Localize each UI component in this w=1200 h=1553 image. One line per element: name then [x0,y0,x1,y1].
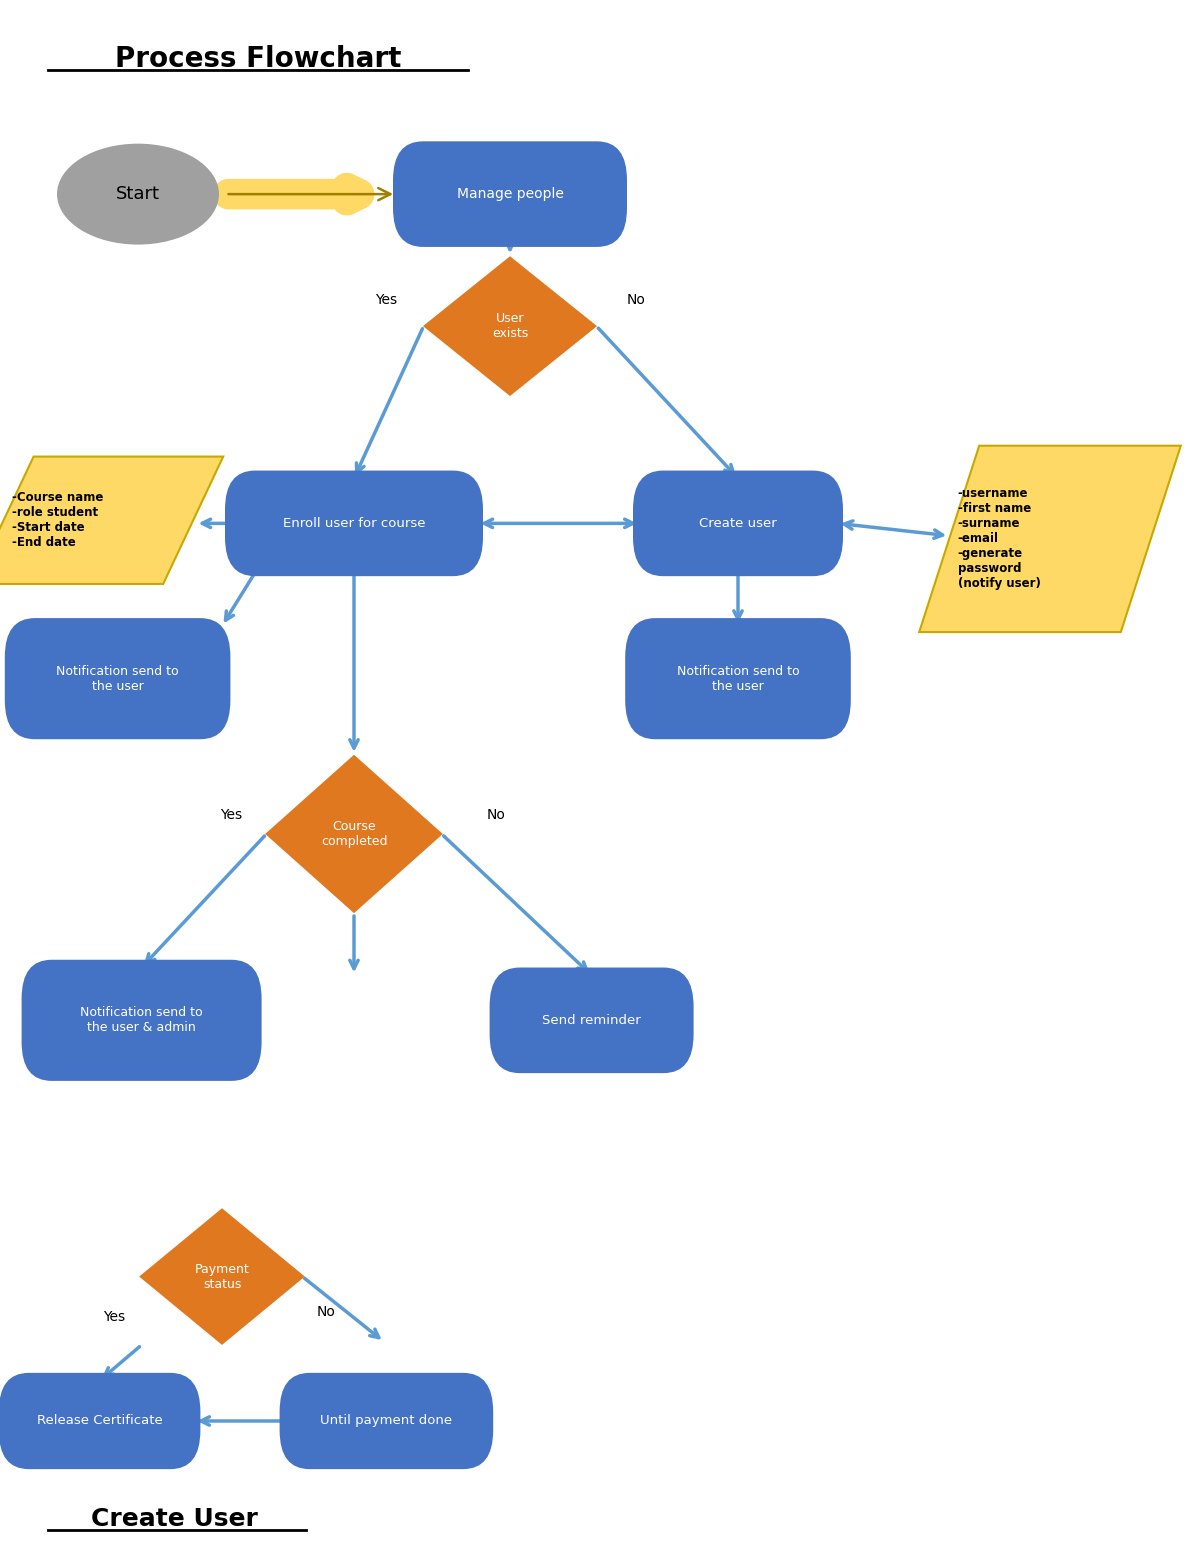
Text: User
exists: User exists [492,312,528,340]
Polygon shape [265,755,443,913]
Text: Course
completed: Course completed [320,820,388,848]
Text: No: No [486,808,505,823]
FancyBboxPatch shape [490,968,694,1073]
Text: No: No [626,292,646,307]
Polygon shape [139,1208,305,1345]
Text: Enroll user for course: Enroll user for course [283,517,425,530]
Text: Send reminder: Send reminder [542,1014,641,1027]
Text: -Course name
-role student
-Start date
-End date: -Course name -role student -Start date -… [12,491,103,550]
FancyBboxPatch shape [280,1373,493,1469]
Text: Start: Start [116,185,160,203]
Text: Process Flowchart: Process Flowchart [115,45,401,73]
Text: Notification send to
the user: Notification send to the user [56,665,179,693]
Text: Payment
status: Payment status [194,1263,250,1291]
FancyArrowPatch shape [228,188,359,200]
Ellipse shape [58,143,220,245]
Polygon shape [424,256,598,396]
FancyBboxPatch shape [226,471,482,576]
Text: Notification send to
the user: Notification send to the user [677,665,799,693]
Polygon shape [0,457,223,584]
Text: Release Certificate: Release Certificate [37,1415,162,1427]
FancyBboxPatch shape [22,960,262,1081]
Text: Create User: Create User [90,1506,258,1531]
Text: Manage people: Manage people [456,186,564,202]
FancyBboxPatch shape [625,618,851,739]
Text: Yes: Yes [103,1309,125,1325]
Text: No: No [317,1305,336,1320]
FancyBboxPatch shape [5,618,230,739]
Polygon shape [919,446,1181,632]
Text: Create user: Create user [700,517,776,530]
Text: Until payment done: Until payment done [320,1415,452,1427]
FancyBboxPatch shape [394,141,628,247]
FancyBboxPatch shape [0,1373,200,1469]
Text: -username
-first name
-surname
-email
-generate
password
(notify user): -username -first name -surname -email -g… [958,488,1040,590]
Text: Yes: Yes [376,292,397,307]
Text: Yes: Yes [221,808,242,823]
Text: Notification send to
the user & admin: Notification send to the user & admin [80,1006,203,1034]
FancyBboxPatch shape [634,471,842,576]
